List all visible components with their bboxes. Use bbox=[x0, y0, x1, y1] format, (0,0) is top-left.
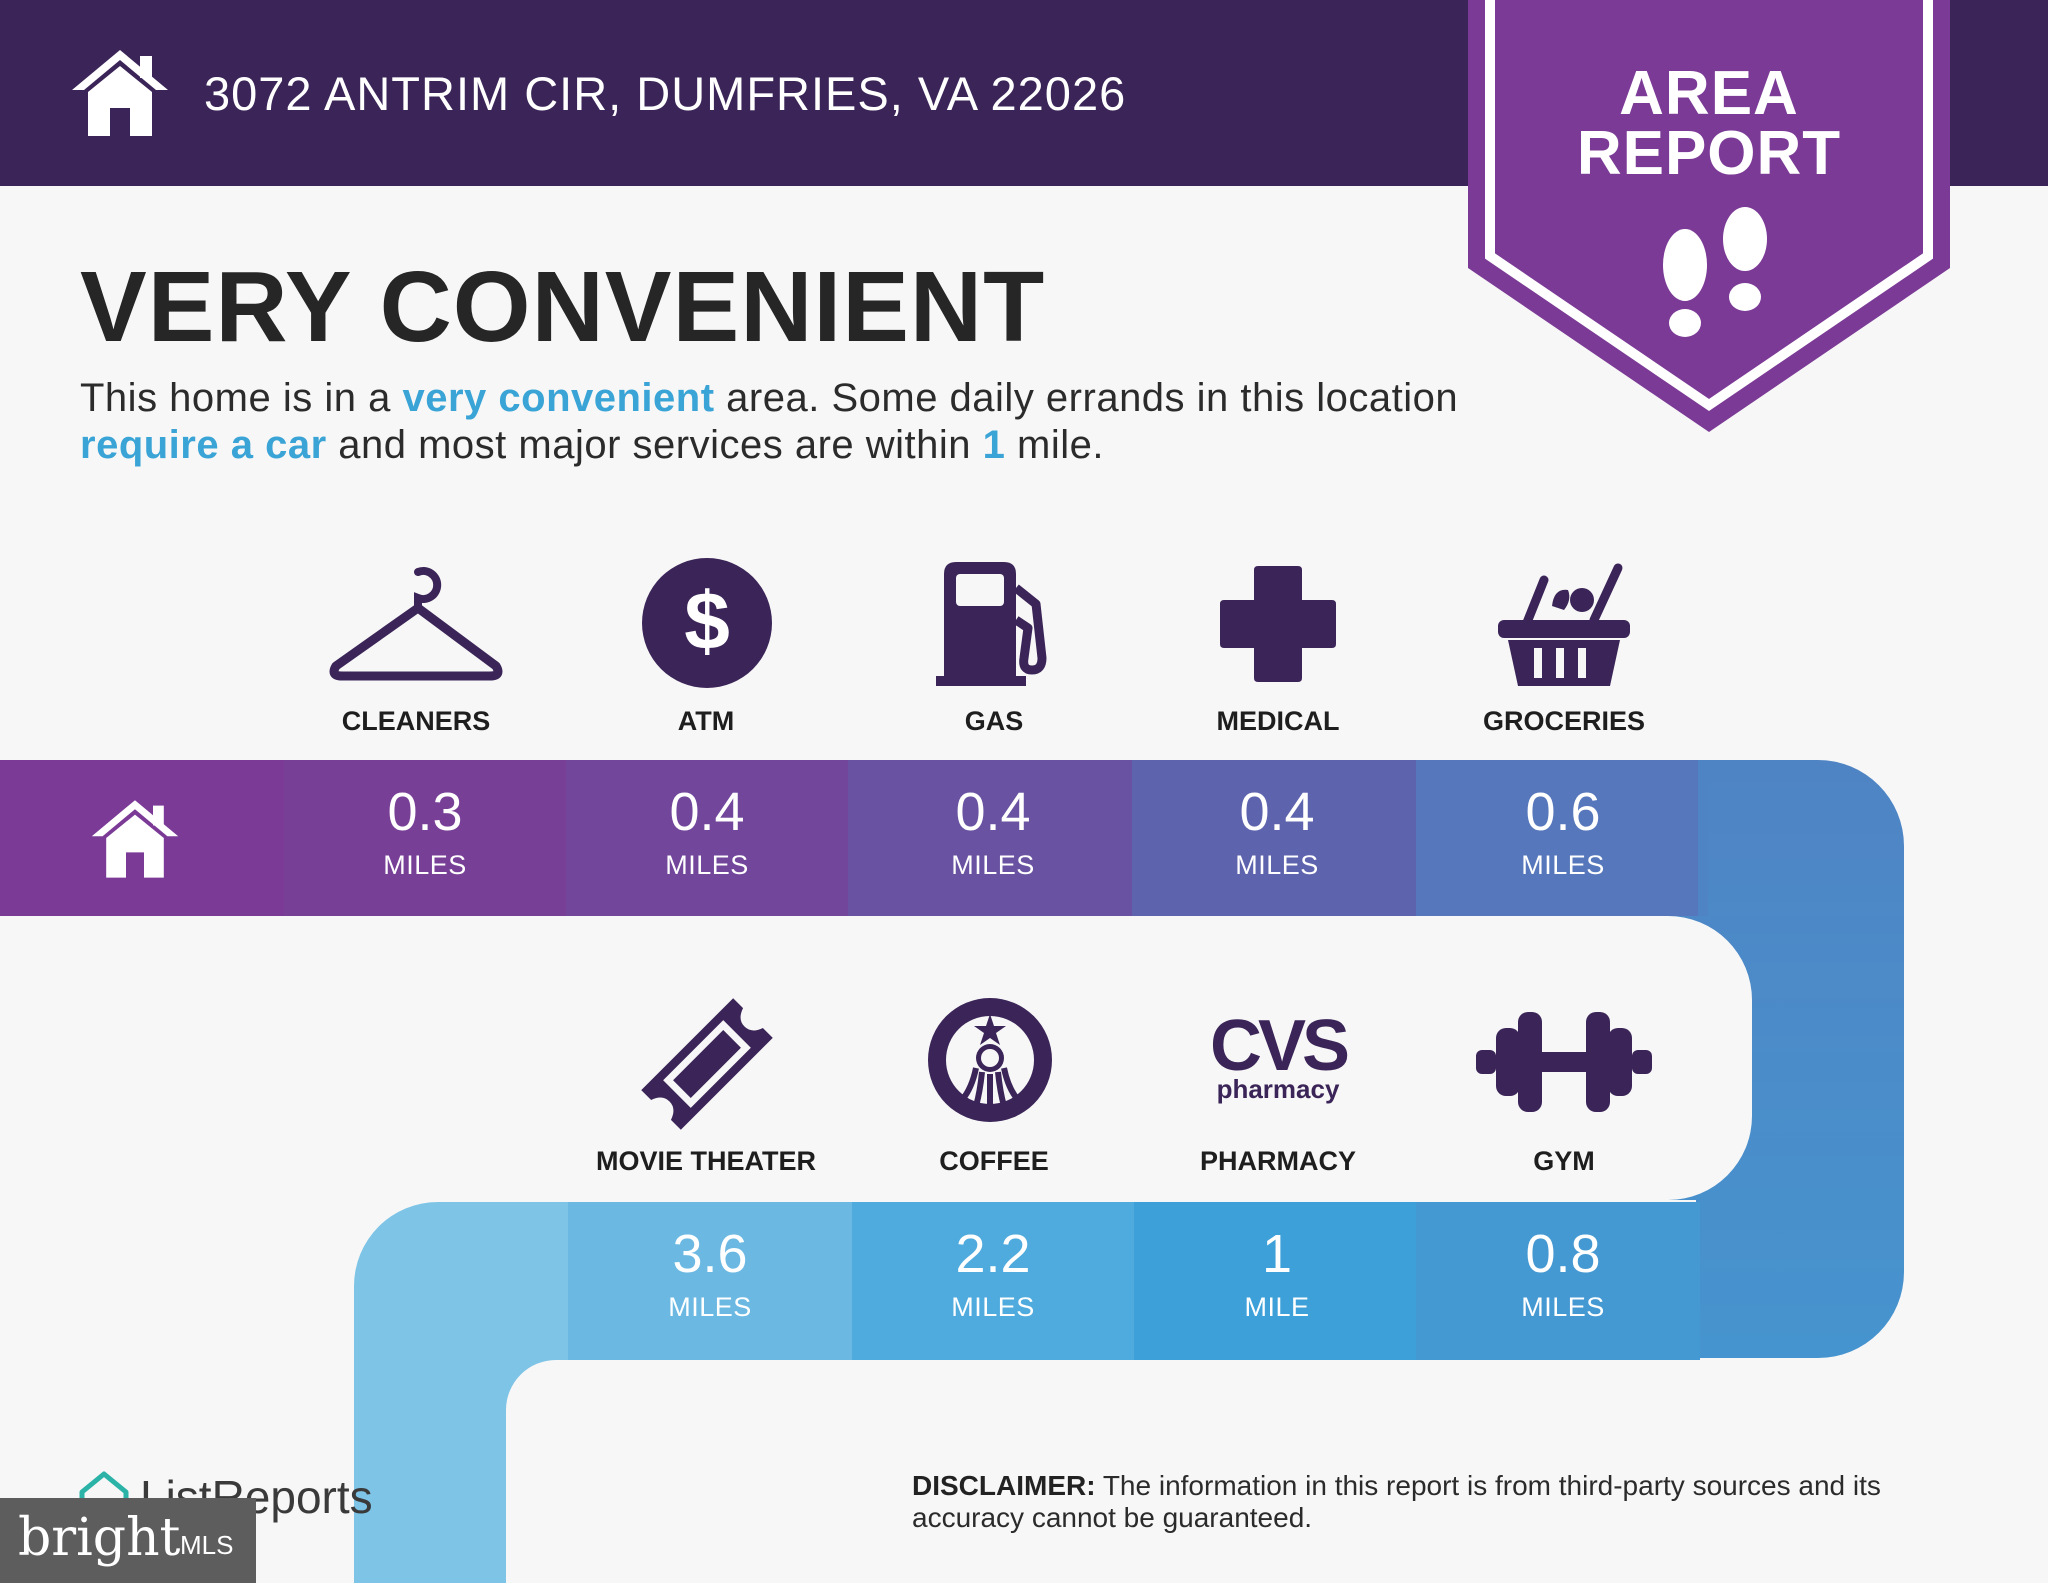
cvs-logo-subtext: pharmacy bbox=[1216, 1074, 1340, 1104]
label-coffee: COFFEE bbox=[939, 1146, 1049, 1176]
bright-logo-text: bright bbox=[18, 1508, 181, 1568]
grocery-basket-icon bbox=[1498, 563, 1630, 686]
label-gym: GYM bbox=[1533, 1146, 1595, 1176]
intro-highlight: 1 bbox=[982, 423, 1006, 467]
distance-value: 0.4 bbox=[669, 782, 745, 842]
distance-unit: MILES bbox=[1521, 850, 1605, 880]
intro-part: mile. bbox=[1005, 423, 1104, 467]
hanger-icon bbox=[329, 567, 503, 681]
ticket-icon bbox=[641, 998, 773, 1130]
distance-unit: MILE bbox=[1244, 1292, 1310, 1322]
label-cleaners: CLEANERS bbox=[341, 706, 491, 736]
badge-line-1: AREA bbox=[1619, 59, 1799, 128]
intro-part: This home is in a bbox=[80, 376, 403, 420]
area-report-badge bbox=[1468, 0, 1950, 432]
property-address: 3072 ANTRIM CIR, DUMFRIES, VA 22026 bbox=[204, 67, 1127, 120]
page-title: VERY CONVENIENT bbox=[80, 251, 1046, 363]
distance-value: 0.4 bbox=[1239, 782, 1315, 842]
distance-groceries: 0.6 MILES bbox=[1422, 760, 1704, 916]
badge-title: AREA REPORT bbox=[1468, 59, 1950, 188]
distance-unit: MILES bbox=[951, 1292, 1035, 1322]
label-movie-theater: MOVIE THEATER bbox=[595, 1146, 816, 1176]
label-groceries: GROCERIES bbox=[1482, 706, 1646, 736]
label-gas: GAS bbox=[964, 706, 1024, 736]
distance-unit: MILES bbox=[668, 1292, 752, 1322]
dumbbell-icon bbox=[1476, 1012, 1652, 1112]
label-atm: ATM bbox=[677, 706, 735, 736]
distance-value: 0.3 bbox=[387, 782, 463, 842]
distance-gas: 0.4 MILES bbox=[852, 760, 1134, 916]
distance-unit: MILES bbox=[665, 850, 749, 880]
distance-value: 3.6 bbox=[672, 1224, 748, 1284]
intro-highlight: require a car bbox=[80, 423, 327, 467]
intro-part: and most major services are within bbox=[326, 423, 983, 467]
badge-line-2: REPORT bbox=[1576, 119, 1842, 188]
distance-gym: 0.8 MILES bbox=[1422, 1202, 1704, 1360]
disclaimer-label: DISCLAIMER: bbox=[912, 1470, 1096, 1501]
label-medical: MEDICAL bbox=[1216, 706, 1340, 736]
bright-mls-text: MLS bbox=[180, 1530, 234, 1560]
distance-cleaners: 0.3 MILES bbox=[284, 760, 566, 916]
medical-cross-icon bbox=[1220, 566, 1336, 682]
distance-value: 0.8 bbox=[1525, 1224, 1601, 1284]
cvs-pharmacy-logo-icon: CVS pharmacy bbox=[1198, 1010, 1358, 1120]
band-home-icon bbox=[91, 800, 179, 878]
intro-part: area. Some daily errands in this locatio… bbox=[714, 376, 1459, 420]
disclaimer-text: The information in this report is from t… bbox=[912, 1470, 1881, 1533]
svg-text:$: $ bbox=[684, 576, 730, 667]
distance-movie-theater: 3.6 MILES bbox=[568, 1202, 852, 1360]
label-pharmacy: PHARMACY bbox=[1199, 1146, 1356, 1176]
distance-value: 0.4 bbox=[955, 782, 1031, 842]
gas-pump-icon bbox=[936, 562, 1047, 686]
distance-coffee: 2.2 MILES bbox=[852, 1202, 1134, 1360]
bright-mls-watermark bbox=[0, 1498, 256, 1583]
distance-value: 0.6 bbox=[1525, 782, 1601, 842]
cvs-logo-text: CVS bbox=[1209, 1006, 1350, 1086]
disclaimer: DISCLAIMER: The information in this repo… bbox=[912, 1470, 1992, 1534]
distance-unit: MILES bbox=[383, 850, 467, 880]
distance-medical: 0.4 MILES bbox=[1136, 760, 1418, 916]
intro-highlight: very convenient bbox=[402, 376, 715, 420]
home-icon bbox=[72, 50, 168, 136]
intro-text: This home is in a very convenient area. … bbox=[80, 375, 1460, 469]
distance-atm: 0.4 MILES bbox=[566, 760, 848, 916]
distance-unit: MILES bbox=[951, 850, 1035, 880]
footprints-icon bbox=[1663, 207, 1767, 337]
distance-value: 1 bbox=[1261, 1224, 1293, 1284]
distance-pharmacy: 1 MILE bbox=[1136, 1202, 1418, 1360]
distance-value: 2.2 bbox=[955, 1224, 1031, 1284]
distance-unit: MILES bbox=[1521, 1292, 1605, 1322]
dollar-icon: $ bbox=[642, 558, 772, 688]
starbucks-logo-icon bbox=[928, 998, 1052, 1122]
distance-unit: MILES bbox=[1235, 850, 1319, 880]
